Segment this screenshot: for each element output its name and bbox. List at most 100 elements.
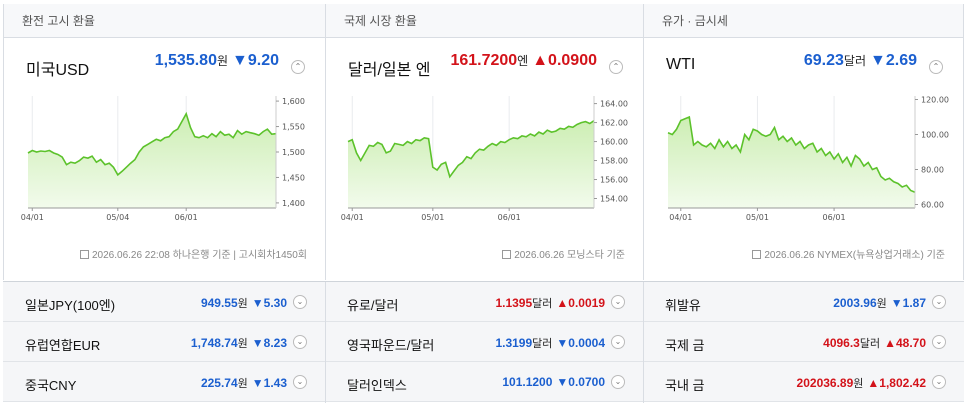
expand-chevron-icon[interactable]: ⌄	[611, 335, 625, 349]
expand-chevron-icon[interactable]: ⌄	[293, 375, 307, 389]
quote-values: 69.23달러 ▼2.69	[804, 52, 917, 70]
expand-chevron-icon[interactable]: ⌄	[932, 335, 946, 349]
quote-row-values: 202036.89원 ▲1,802.42	[797, 375, 926, 391]
x-tick-label: 04/01	[669, 213, 692, 222]
panel-header: 환전 고시 환율	[4, 4, 325, 38]
quote-row-price: 101.1200	[502, 375, 553, 389]
y-tick-label: 160.00	[600, 138, 628, 147]
source-doc-icon	[79, 250, 89, 259]
x-tick-label: 06/01	[175, 213, 198, 222]
x-tick-label: 05/04	[106, 213, 129, 222]
collapse-toggle-icon[interactable]: ⌃	[291, 60, 305, 74]
quote-row-change: ▲0.0019	[556, 296, 605, 310]
source-text: 2026.06.26 모닝스타 기준	[514, 250, 625, 261]
quote-row-label: 영국파운드/달러	[347, 338, 435, 353]
oil-gold-panel: 유가 · 금시세 WTI 69.23달러 ▼2.69 ⌃ 120.00 100.00 80.0…	[643, 4, 964, 280]
collapse-toggle-icon[interactable]: ⌃	[609, 60, 623, 74]
source-text: 2026.06.26 22:08 하나은행 기준 | 고시회차1450회	[91, 250, 307, 261]
quote-row-label: 국제 금	[665, 338, 705, 353]
quote-row-change: ▼8.23	[251, 336, 287, 350]
quote-values: 161.7200엔 ▲0.0900	[450, 52, 597, 70]
quote-row-change: ▼1.43	[251, 376, 287, 390]
data-source: 2026.06.26 NYMEX(뉴욕상업거래소) 기준	[752, 246, 945, 261]
series-line	[667, 115, 916, 194]
expand-chevron-icon[interactable]: ⌄	[611, 375, 625, 389]
quote-row[interactable]: 유럽연합EUR 1,748.74원 ▼8.23 ⌄	[3, 322, 325, 362]
quote-row-unit: 원	[237, 378, 248, 390]
y-tick-label: 1,500	[282, 148, 305, 157]
panel-header: 국제 시장 환율	[326, 4, 643, 38]
quote-price: 161.7200	[450, 52, 518, 69]
y-tick-label: 60.00	[921, 201, 944, 210]
expand-chevron-icon[interactable]: ⌄	[293, 295, 307, 309]
y-tick-label: 120.00	[921, 96, 949, 105]
quote-change: ▲0.0900	[532, 52, 597, 69]
headline-quote[interactable]: WTI 69.23달러 ▼2.69 ⌃	[644, 38, 963, 88]
quote-row-unit: 달러	[532, 298, 553, 310]
quote-row-label: 일본JPY(100엔)	[25, 298, 116, 313]
quote-row-unit: 달러	[532, 338, 553, 350]
headline-quote[interactable]: 달러/일본 엔 161.7200엔 ▲0.0900 ⌃	[326, 38, 643, 88]
expand-chevron-icon[interactable]: ⌄	[611, 295, 625, 309]
quote-row[interactable]: 달러인덱스 101.1200 ▼0.0700 ⌄	[325, 362, 643, 402]
quote-row[interactable]: 일본JPY(100엔) 949.55원 ▼5.30 ⌄	[3, 282, 325, 322]
quote-row[interactable]: 유로/달러 1.1395달러 ▲0.0019 ⌄	[325, 282, 643, 322]
quote-row-price: 225.74	[200, 376, 238, 390]
series-line	[347, 120, 595, 179]
quote-row-price: 202036.89	[796, 376, 854, 390]
y-tick-label: 1,600	[282, 97, 305, 106]
quote-row-change: ▼0.0004	[556, 336, 605, 350]
quote-name: WTI	[666, 56, 696, 73]
y-tick-label: 158.00	[600, 157, 628, 166]
exchange-rate-chart: 1,600 1,550 1,500 1,450 1,400 04/01 05/04 06/01	[21, 96, 305, 222]
panel-header: 유가 · 금시세	[644, 4, 963, 38]
quote-row[interactable]: 중국CNY 225.74원 ▼1.43 ⌄	[3, 362, 325, 402]
quote-unit: 원	[216, 54, 229, 68]
quote-row-values: 225.74원 ▼1.43	[201, 375, 287, 391]
quote-row-price: 1,748.74	[190, 336, 238, 350]
column-divider	[643, 282, 644, 403]
quote-row[interactable]: 국제 금 4096.3달러 ▲48.70 ⌄	[643, 322, 964, 362]
expand-chevron-icon[interactable]: ⌄	[932, 375, 946, 389]
quote-row-price: 1.1395	[495, 296, 533, 310]
y-tick-label: 164.00	[600, 100, 628, 109]
quote-row[interactable]: 휘발유 2003.96원 ▼1.87 ⌄	[643, 282, 964, 322]
quote-row-label: 휘발유	[665, 298, 701, 313]
data-source: 2026.06.26 모닝스타 기준	[502, 246, 625, 261]
source-doc-icon	[502, 250, 512, 259]
quote-row-price: 4096.3	[823, 336, 860, 350]
x-tick-label: 04/01	[341, 213, 364, 222]
x-tick-label: 05/01	[746, 213, 769, 222]
quote-row-change: ▼1.87	[890, 296, 926, 310]
quote-row[interactable]: 국내 금 202036.89원 ▲1,802.42 ⌄	[643, 362, 964, 402]
x-tick-label: 04/01	[21, 213, 44, 222]
expand-chevron-icon[interactable]: ⌄	[932, 295, 946, 309]
series-area	[668, 117, 915, 208]
quote-row-values: 949.55원 ▼5.30	[201, 295, 287, 311]
quote-row-values: 2003.96원 ▼1.87	[833, 295, 926, 311]
headline-quote[interactable]: 미국USD 1,535.80원 ▼9.20 ⌃	[4, 38, 325, 88]
series-area	[348, 120, 594, 208]
y-tick-label: 1,550	[282, 123, 305, 132]
quote-unit: 엔	[517, 54, 529, 68]
source-doc-icon	[752, 250, 762, 259]
collapse-toggle-icon[interactable]: ⌃	[929, 60, 943, 74]
quote-row[interactable]: 영국파운드/달러 1.3199달러 ▼0.0004 ⌄	[325, 322, 643, 362]
quote-change: ▼9.20	[232, 52, 279, 69]
quote-row-price: 1.3199	[495, 336, 533, 350]
quote-row-values: 101.1200 ▼0.0700	[502, 375, 605, 389]
series-line	[27, 111, 277, 177]
quote-row-label: 유로/달러	[347, 298, 399, 313]
quote-row-values: 4096.3달러 ▲48.70	[823, 335, 926, 351]
y-tick-label: 80.00	[921, 166, 944, 175]
column-divider	[325, 282, 326, 403]
quote-row-unit: 달러	[859, 338, 881, 350]
y-tick-label: 1,450	[282, 173, 305, 182]
expand-chevron-icon[interactable]: ⌄	[293, 335, 307, 349]
quote-price: 1,535.80	[154, 52, 217, 69]
intl-fx-panel: 국제 시장 환율 달러/일본 엔 161.7200엔 ▲0.0900 ⌃ 164.00 16…	[325, 4, 643, 280]
quote-unit: 달러	[843, 54, 867, 68]
exchange-rate-panel: 환전 고시 환율 미국USD 1,535.80원 ▼9.20 ⌃ 1,600 1,550 1,…	[3, 4, 325, 280]
quote-row-change: ▲48.70	[884, 336, 926, 350]
quote-row-values: 1.1395달러 ▲0.0019	[495, 295, 605, 311]
